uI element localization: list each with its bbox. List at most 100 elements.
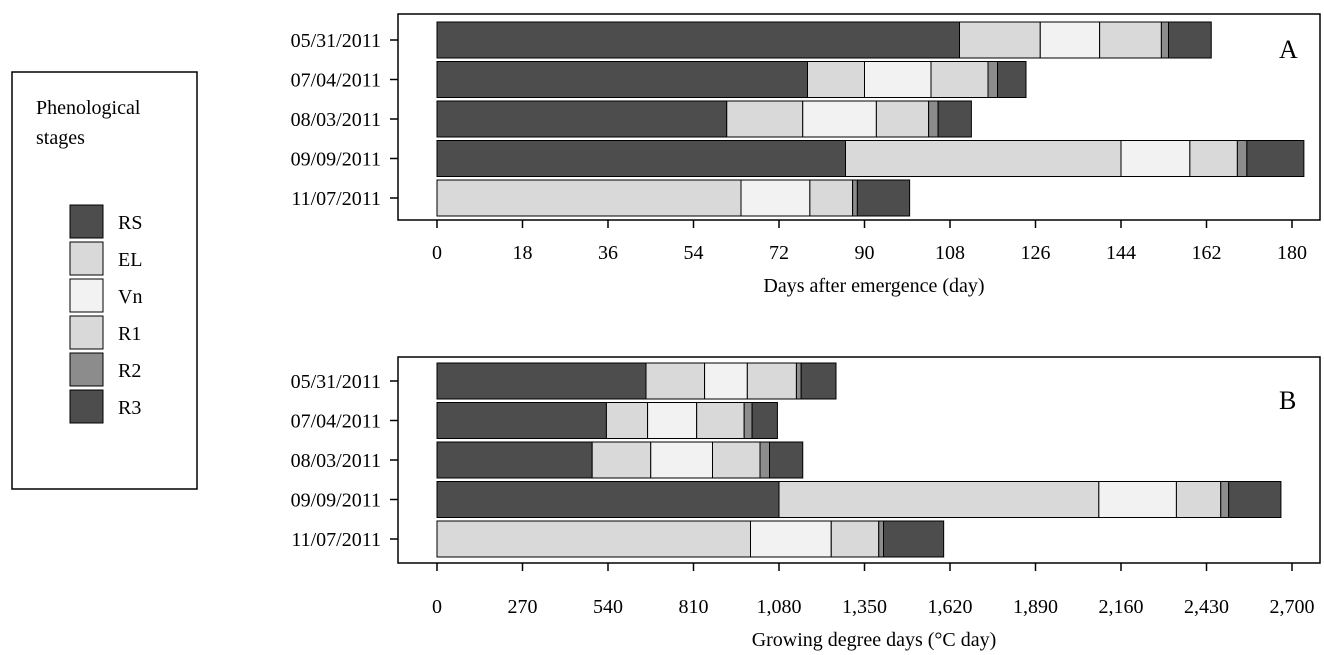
panel-b-bar-r2 — [1220, 481, 1230, 518]
panel-b-bar-vn — [704, 362, 748, 400]
panel-b-bar-r3 — [1228, 481, 1282, 518]
panel-b-category-label: 05/31/2011 — [291, 371, 381, 393]
panel-a-bar-r1 — [809, 179, 854, 217]
panel-b-xtick-label: 2,430 — [1184, 596, 1229, 618]
legend-frame — [11, 71, 198, 490]
panel-a-category-label: 08/03/2011 — [291, 109, 381, 131]
panel-a-frame — [397, 13, 1321, 221]
panel-b-bar-el — [645, 362, 706, 400]
panel-b: B Growing degree days (°C day) 0 270 540 81… — [291, 356, 1321, 651]
panel-a-bar-el — [436, 179, 742, 217]
legend-title-line1: Phenological — [36, 97, 141, 119]
panel-a-bar-r3 — [1168, 21, 1212, 59]
panel-b-category-label: 11/07/2011 — [291, 529, 381, 551]
panel-a-bar-el — [726, 100, 804, 138]
panel-a-category-label: 05/31/2011 — [291, 30, 381, 52]
legend-swatch-r1 — [69, 315, 104, 350]
panel-a-xtick-label: 126 — [1021, 242, 1051, 264]
panel-a-bar-r2 — [1160, 21, 1169, 59]
panel-b-xtick-label: 1,350 — [842, 596, 887, 618]
panel-b-label: B — [1279, 386, 1296, 415]
legend-swatch-el — [69, 241, 104, 276]
panel-b-bar-rs — [436, 362, 647, 400]
panel-a-label: A — [1279, 35, 1298, 64]
panel-a-bar-vn — [1039, 21, 1101, 59]
panel-b-bar-vn — [650, 441, 713, 479]
legend-swatch-r2 — [69, 352, 104, 387]
legend-label-rs: RS — [118, 212, 142, 234]
panel-a-bar-r1 — [875, 100, 930, 138]
panel-a-bar-r1 — [930, 61, 989, 98]
panel-b-category-label: 09/09/2011 — [291, 490, 381, 512]
panel-a-bar-vn — [864, 61, 932, 98]
panel-b-bar-r2 — [878, 520, 884, 558]
panel-a-xtick-label: 0 — [432, 242, 442, 264]
panel-a-category-label: 11/07/2011 — [291, 188, 381, 210]
panel-b-bar-r3 — [769, 441, 804, 479]
panel-b-category-label: 08/03/2011 — [291, 450, 381, 472]
panel-b-bar-r1 — [830, 520, 880, 558]
panel-a-xtick-label: 36 — [598, 242, 618, 264]
panel-b-xtick-label: 810 — [679, 596, 709, 618]
legend-label-r1: R1 — [118, 323, 141, 345]
panel-a-bar-r1 — [1099, 21, 1162, 59]
legend-swatch-r3 — [69, 389, 104, 424]
legend-swatch-vn — [69, 278, 104, 313]
panel-b-bar-r2 — [795, 362, 802, 400]
panel-a-bar-r2 — [987, 61, 998, 98]
panel-a-bar-rs — [436, 21, 960, 59]
panel-b-bar-rs — [436, 402, 607, 439]
panel-a-bar-r3 — [997, 61, 1027, 98]
panel-a-xtick-label: 90 — [855, 242, 875, 264]
panel-a-bar-r3 — [1246, 140, 1305, 177]
panel-b-bar-r3 — [800, 362, 837, 400]
panel-a-xtick-label: 18 — [513, 242, 533, 264]
panel-a-bar-rs — [436, 100, 728, 138]
panel-a-bar-el — [807, 61, 865, 98]
panel-b-bar-r2 — [743, 402, 753, 439]
legend-swatch-rs — [69, 204, 104, 239]
panel-b-xtick-label: 1,890 — [1013, 596, 1058, 618]
panel-b-bar-vn — [750, 520, 832, 558]
panel-a-bar-r2 — [928, 100, 939, 138]
panel-b-bar-vn — [647, 402, 698, 439]
legend-items: RS EL Vn R1 R2 R3 — [69, 204, 142, 424]
legend-label-r3: R3 — [118, 397, 141, 419]
panel-a-xtick-label: 144 — [1106, 242, 1136, 264]
panel-b-bar-el — [778, 481, 1100, 518]
panel-b-xtick-label: 1,080 — [757, 596, 802, 618]
panel-a-bar-vn — [802, 100, 877, 138]
panel-b-bar-rs — [436, 441, 593, 479]
legend-label-r2: R2 — [118, 360, 141, 382]
panel-b-bar-rs — [436, 481, 780, 518]
panel-a-category-label: 09/09/2011 — [291, 149, 381, 171]
panel-b-bar-r3 — [883, 520, 945, 558]
panel-b-bar-r1 — [712, 441, 761, 479]
panel-a-bar-rs — [436, 140, 846, 177]
panel-a-bar-r2 — [852, 179, 858, 217]
panel-a-bar-vn — [1120, 140, 1191, 177]
panel-a-xtick-label: 54 — [684, 242, 704, 264]
panel-a-bar-r3 — [856, 179, 911, 217]
panel-a-xtick-label: 72 — [769, 242, 789, 264]
panel-b-xtick-label: 270 — [508, 596, 538, 618]
panel-a-xtick-label: 180 — [1277, 242, 1307, 264]
panel-b-bar-r1 — [746, 362, 797, 400]
panel-a-bar-r3 — [937, 100, 972, 138]
panel-b-bar-el — [591, 441, 652, 479]
panel-b-bar-el — [605, 402, 649, 439]
panel-b-xtick-label: 540 — [593, 596, 623, 618]
panel-b-xlabel: Growing degree days (°C day) — [752, 629, 997, 651]
panel-a-bar-r2 — [1236, 140, 1248, 177]
legend-title-line2: stages — [36, 127, 85, 149]
legend: Phenological stages RS EL Vn R1 R2 R3 — [11, 71, 198, 490]
panel-b-bar-r1 — [696, 402, 745, 439]
legend-label-vn: Vn — [118, 286, 142, 308]
panel-b-bar-r2 — [759, 441, 770, 479]
panel-a-xlabel: Days after emergence (day) — [763, 275, 984, 297]
panel-b-xtick-label: 2,160 — [1099, 596, 1144, 618]
panel-b-xtick-label: 1,620 — [928, 596, 973, 618]
panel-a: A Days after emergence (day) 0 18 36 54 72 90… — [291, 13, 1321, 297]
panel-a-bar-vn — [740, 179, 811, 217]
